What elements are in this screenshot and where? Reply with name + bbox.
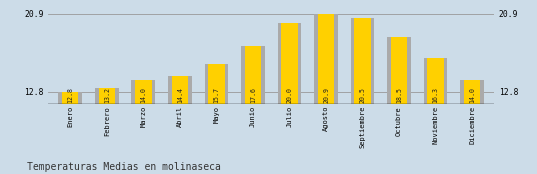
Text: 14.4: 14.4 — [177, 87, 183, 103]
Bar — [351, 18, 374, 104]
Text: 20.9: 20.9 — [323, 87, 329, 103]
Text: 15.7: 15.7 — [213, 87, 220, 103]
Bar — [59, 92, 82, 104]
Bar — [245, 46, 261, 104]
Text: 14.0: 14.0 — [140, 87, 146, 103]
Text: 20.0: 20.0 — [286, 87, 293, 103]
Text: 13.2: 13.2 — [104, 87, 110, 103]
Bar — [318, 14, 334, 104]
Bar — [427, 58, 444, 104]
Bar — [241, 46, 265, 104]
Bar — [205, 64, 228, 104]
Bar — [208, 64, 224, 104]
Bar — [278, 23, 301, 104]
Text: 12.8: 12.8 — [67, 87, 73, 103]
Bar — [424, 58, 447, 104]
Bar — [132, 80, 155, 104]
Text: 18.5: 18.5 — [396, 87, 402, 103]
Bar — [354, 18, 371, 104]
Text: 20.5: 20.5 — [359, 87, 366, 103]
Text: 14.0: 14.0 — [469, 87, 475, 103]
Bar — [135, 80, 151, 104]
Bar — [460, 80, 484, 104]
Bar — [387, 37, 411, 104]
Bar — [391, 37, 407, 104]
Bar — [314, 14, 338, 104]
Bar — [168, 77, 192, 104]
Bar — [95, 88, 119, 104]
Bar — [464, 80, 480, 104]
Bar — [281, 23, 297, 104]
Bar — [172, 77, 188, 104]
Bar — [62, 92, 78, 104]
Text: 17.6: 17.6 — [250, 87, 256, 103]
Text: Temperaturas Medias en molinaseca: Temperaturas Medias en molinaseca — [27, 162, 221, 172]
Bar — [99, 88, 115, 104]
Text: 16.3: 16.3 — [433, 87, 439, 103]
